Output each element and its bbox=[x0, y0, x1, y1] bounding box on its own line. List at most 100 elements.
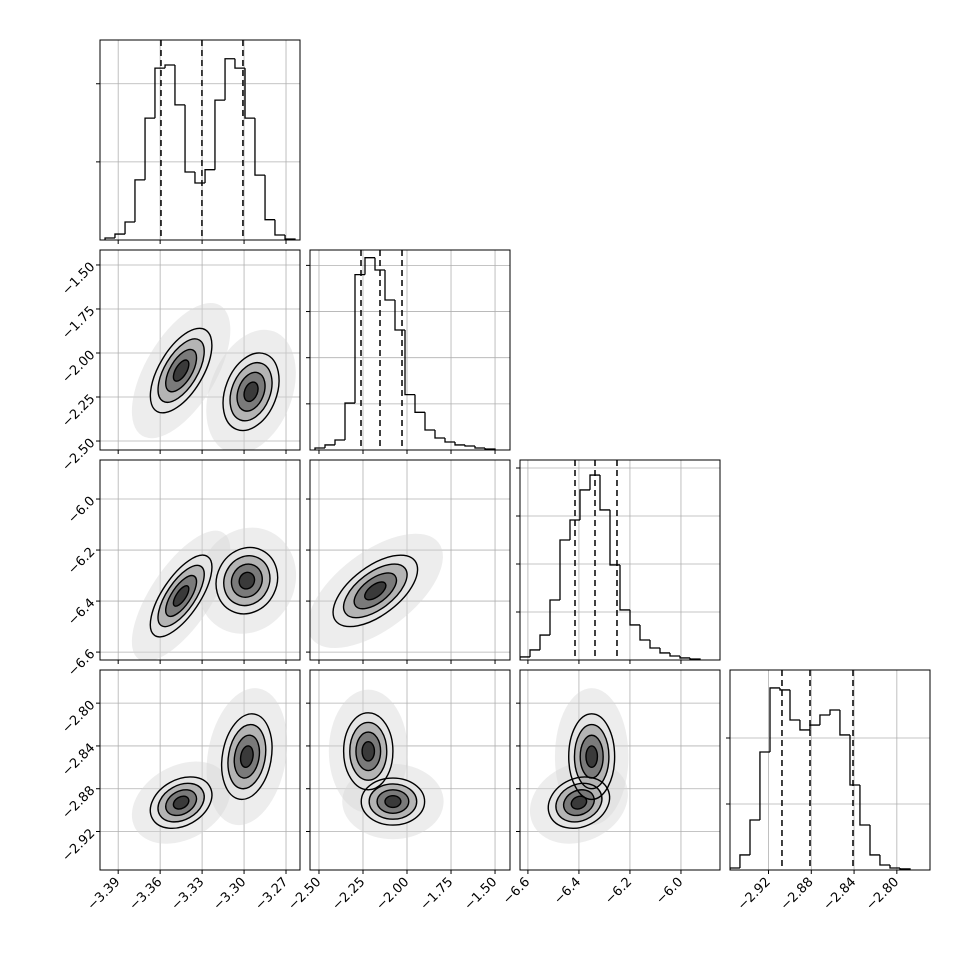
hist-step bbox=[529, 649, 540, 657]
hist-step bbox=[364, 257, 375, 275]
hist-step bbox=[194, 172, 206, 184]
contour-line bbox=[229, 361, 273, 422]
contour-line bbox=[361, 740, 376, 762]
density-fill bbox=[173, 796, 189, 810]
contour-line bbox=[555, 782, 603, 823]
hist-step bbox=[730, 867, 740, 870]
hist-step bbox=[779, 687, 790, 691]
hist-step bbox=[224, 58, 235, 101]
hist-step bbox=[444, 438, 455, 443]
panel-frame bbox=[309, 669, 511, 871]
hist-step bbox=[759, 751, 770, 820]
contour-line bbox=[165, 789, 198, 817]
x-tick-label: −6.0 bbox=[653, 875, 686, 908]
contour-line bbox=[568, 713, 616, 801]
panel bbox=[100, 40, 300, 240]
panel bbox=[310, 670, 510, 870]
contour-line bbox=[222, 352, 280, 432]
hist-step bbox=[394, 300, 405, 331]
x-tick-label: −3.30 bbox=[211, 875, 250, 914]
hist-step bbox=[174, 65, 186, 106]
x-tick-label: −3.33 bbox=[169, 875, 208, 914]
x-tick-label: −2.50 bbox=[286, 875, 325, 914]
density-fill bbox=[571, 796, 587, 810]
contour-line bbox=[585, 745, 599, 769]
x-tick-label: −1.50 bbox=[462, 875, 501, 914]
x-tick-label: −2.84 bbox=[821, 875, 860, 914]
hist-step bbox=[869, 824, 880, 856]
contour-line bbox=[342, 712, 394, 791]
hist-step bbox=[404, 330, 415, 396]
contour-line bbox=[342, 563, 408, 619]
hist-step bbox=[424, 412, 435, 431]
x-tick-label: −2.80 bbox=[863, 875, 902, 914]
hist-step bbox=[134, 179, 146, 223]
panel-frame bbox=[309, 459, 511, 661]
contour-line bbox=[165, 348, 198, 393]
y-tick-label: −6.6 bbox=[65, 647, 98, 680]
density-fill bbox=[173, 585, 189, 607]
hist-step bbox=[879, 854, 890, 866]
contour-line bbox=[149, 554, 213, 638]
panel bbox=[100, 250, 300, 450]
contour-line bbox=[230, 563, 263, 598]
hist-step bbox=[539, 634, 550, 650]
hist-step bbox=[154, 67, 166, 119]
density-fill bbox=[364, 581, 386, 600]
y-tick-label: −1.50 bbox=[60, 260, 99, 299]
contour-line bbox=[579, 734, 604, 779]
y-tick-label: −2.50 bbox=[60, 436, 99, 475]
hist-step bbox=[254, 118, 266, 176]
hist-step bbox=[164, 64, 175, 69]
hist-step bbox=[559, 539, 570, 600]
contour-line bbox=[349, 721, 388, 781]
hist-step bbox=[204, 169, 215, 183]
panel bbox=[100, 670, 300, 870]
contour-line bbox=[353, 572, 398, 610]
y-tick-label: −2.84 bbox=[60, 741, 99, 780]
x-tick-label: −1.75 bbox=[418, 875, 457, 914]
y-tick-label: −6.4 bbox=[65, 596, 98, 629]
contour-line bbox=[573, 723, 610, 790]
panel bbox=[520, 670, 720, 870]
contour-line bbox=[223, 555, 271, 607]
contour-line bbox=[233, 734, 261, 779]
contour-line bbox=[384, 794, 402, 809]
y-tick-label: −2.88 bbox=[60, 783, 99, 822]
x-tick-label: −2.88 bbox=[778, 875, 817, 914]
hist-step bbox=[144, 117, 155, 180]
hist-step bbox=[829, 709, 840, 716]
contour-line bbox=[332, 554, 419, 628]
y-tick-label: −6.2 bbox=[65, 545, 98, 578]
panel bbox=[100, 460, 300, 660]
hist-step bbox=[769, 687, 780, 752]
hist-step bbox=[344, 402, 355, 440]
contour-line bbox=[236, 371, 266, 412]
hist-step bbox=[609, 509, 620, 566]
hist-step bbox=[384, 270, 395, 301]
hist-step bbox=[739, 854, 750, 869]
density-fill bbox=[585, 745, 598, 768]
density-fill bbox=[240, 745, 254, 768]
contour-line bbox=[355, 731, 382, 772]
contour-line bbox=[243, 381, 259, 403]
panel-frame bbox=[519, 459, 721, 661]
panel-frame bbox=[309, 249, 511, 451]
hist-step bbox=[354, 273, 365, 404]
hist-step bbox=[334, 439, 345, 445]
hist-step bbox=[124, 221, 135, 235]
x-tick-label: −6.2 bbox=[602, 875, 635, 908]
contour-line bbox=[172, 359, 190, 382]
contour-line bbox=[360, 777, 426, 826]
density-fill bbox=[239, 572, 255, 589]
contour-line bbox=[157, 782, 205, 823]
y-tick-label: −2.00 bbox=[60, 348, 99, 387]
hist-step bbox=[819, 714, 830, 726]
panel-frame bbox=[99, 249, 301, 451]
hist-step bbox=[314, 447, 325, 450]
hist-step bbox=[669, 652, 680, 657]
density-fill bbox=[385, 795, 401, 808]
contour-line bbox=[364, 581, 387, 601]
contour-line bbox=[172, 585, 190, 607]
